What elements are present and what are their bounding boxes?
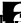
Line: 时变信道: 时变信道 [0, 0, 21, 19]
Legend: 定常信道, 时变信道: 定常信道, 时变信道 [0, 16, 6, 23]
Text: 图 3: 图 3 [0, 21, 21, 23]
Line: 定常信道: 定常信道 [0, 6, 21, 23]
Text: 图 2: 图 2 [0, 12, 21, 23]
Line: 定常信道: 定常信道 [0, 0, 21, 19]
Line: 时变信道: 时变信道 [0, 11, 21, 23]
